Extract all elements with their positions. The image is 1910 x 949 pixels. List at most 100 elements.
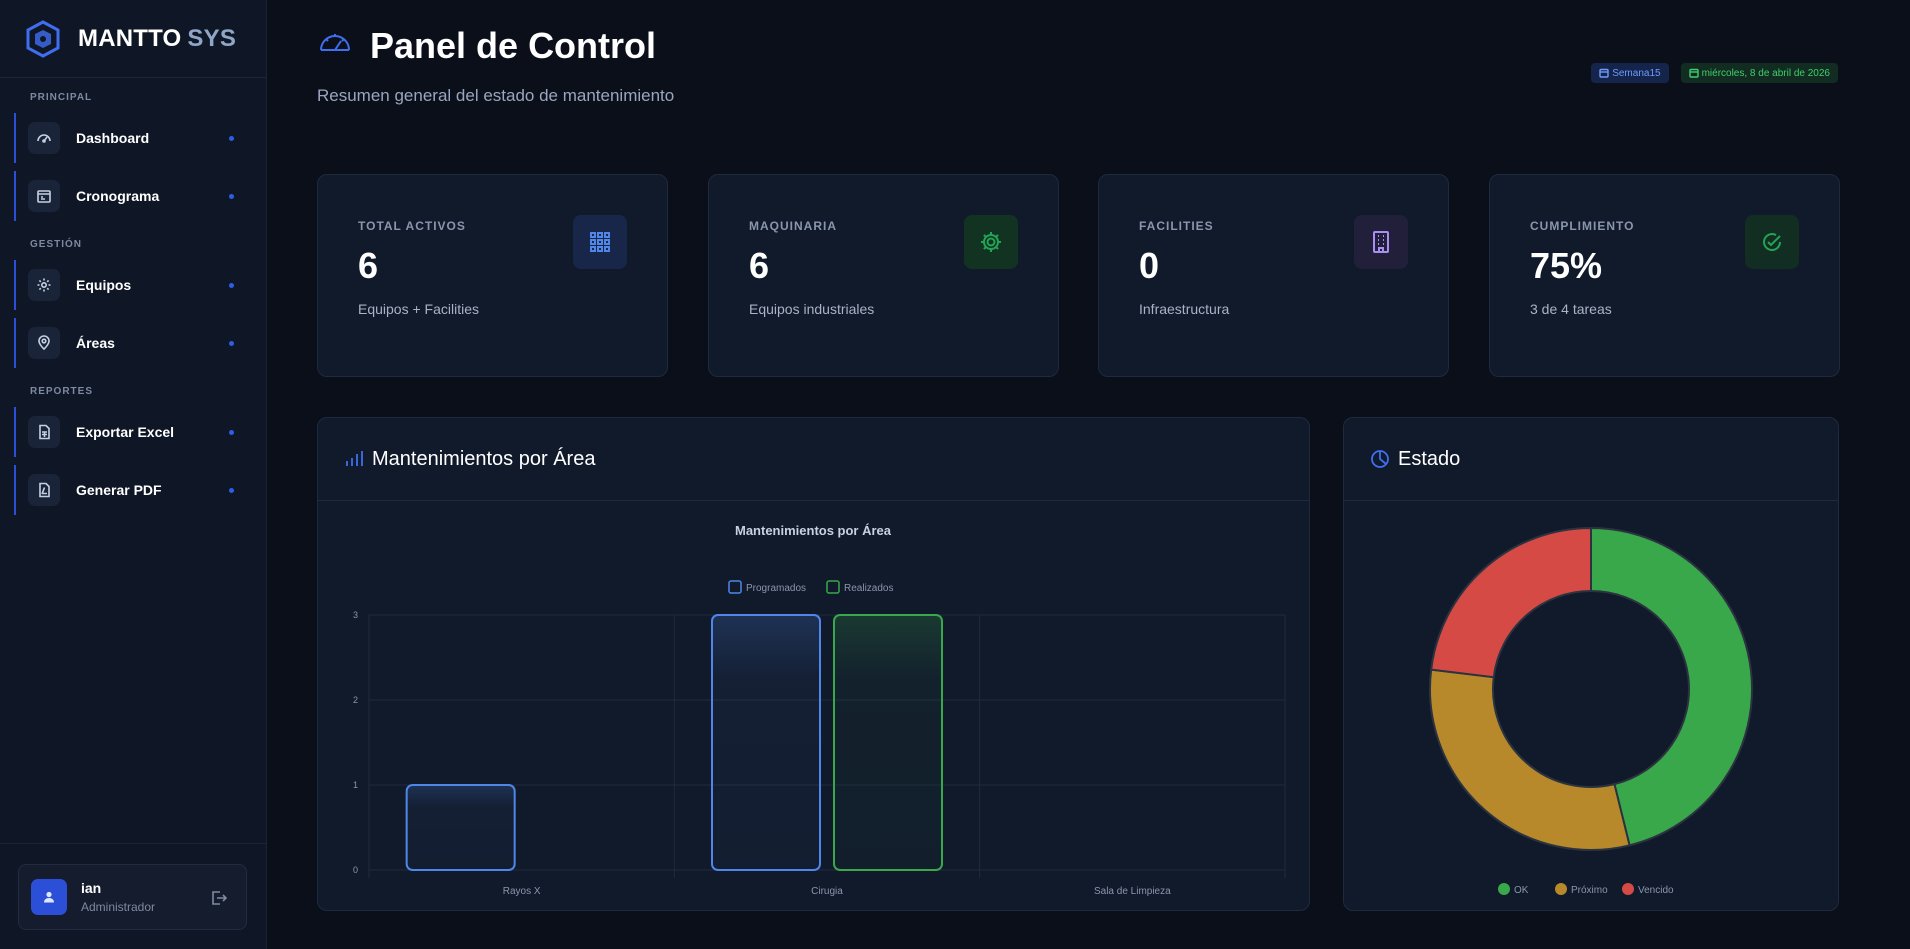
nav-section-gestion: GESTIÓN [30,239,83,250]
stat-description: 3 de 4 tareas [1530,301,1612,317]
user-area: ian Administrador [0,843,267,949]
stat-description: Infraestructura [1139,301,1230,317]
stat-label: CUMPLIMIENTO [1530,219,1635,233]
bar [711,614,821,871]
week-badge: Semana15 [1591,63,1669,83]
logo-icon [26,19,60,58]
sidebar-item-equipos[interactable]: Equipos [14,260,252,310]
brand-name: MANTTO SYS [78,24,237,52]
nav-section-principal: PRINCIPAL [30,92,93,103]
user-info: ian Administrador [81,880,155,914]
nav-indicator-dot [229,429,234,435]
stat-value: 6 [749,245,770,286]
sidebar-item-label: Dashboard [76,130,150,146]
legend-swatch [1498,883,1510,895]
sidebar-item-areas[interactable]: Áreas [14,318,252,368]
y-tick-label: 1 [353,780,358,790]
bar-chart-icon [346,451,363,466]
page-header: Panel de Control [316,24,656,67]
sidebar-item-label: Generar PDF [76,482,162,498]
stat-value: 0 [1139,245,1160,286]
sidebar-item-cronograma[interactable]: Cronograma [14,171,252,221]
sidebar-item-label: Áreas [76,335,115,351]
stat-description: Equipos + Facilities [358,301,480,317]
user-name: ian [81,880,102,896]
pie-slice [1429,668,1631,851]
sidebar-item-label: Cronograma [76,188,160,204]
panel-header: Estado [1344,418,1838,501]
sidebar-item-generar-pdf[interactable]: Generar PDF [14,465,252,515]
legend-label: Realizados [844,583,893,594]
nav-indicator-dot [229,487,234,493]
panel-header: Mantenimientos por Área [318,418,1309,501]
gauge-icon [28,122,60,154]
bar [405,784,516,871]
nav-indicator-dot [229,193,234,199]
logout-icon[interactable] [210,889,228,907]
main-content: Panel de Control Resumen general del est… [268,0,1910,949]
stat-card-total-activos: TOTAL ACTIVOS 6 Equipos + Facilities [317,174,668,377]
bar [833,614,943,871]
legend-swatch [728,580,742,594]
stat-description: Equipos industriales [749,301,875,317]
sidebar-item-label: Equipos [76,277,132,293]
status-chart-panel: Estado OK Próximo Vencido [1343,417,1839,911]
stat-label: TOTAL ACTIVOS [358,219,466,233]
map-pin-icon [28,327,60,359]
nav-indicator-dot [229,135,234,141]
avatar [31,879,67,915]
y-tick-label: 2 [353,695,358,705]
bar-chart: Mantenimientos por Área Programados Realiz… [353,523,1286,897]
pie-slice [1590,526,1753,847]
pie-slice [1430,526,1592,679]
user-role: Administrador [81,900,156,914]
x-tick-label: Sala de Limpieza [1094,886,1171,897]
legend-swatch [826,580,840,594]
panel-title: Mantenimientos por Área [372,447,596,470]
sidebar-item-dashboard[interactable]: Dashboard [14,113,252,163]
legend-swatch [1622,883,1634,895]
speedometer-icon [316,24,354,67]
pie-chart-icon [1371,450,1389,468]
week-label: Semana15 [1612,67,1661,79]
stat-card-cumplimiento: CUMPLIMIENTO 75% 3 de 4 tareas [1489,174,1840,377]
y-tick-label: 0 [353,865,358,875]
panel-title: Estado [1398,447,1461,470]
stat-value: 75% [1530,245,1603,286]
date-badge: miércoles, 8 de abril de 2026 [1680,63,1838,83]
sidebar: MANTTO SYS PRINCIPAL Dashboard Cronograma… [0,0,267,949]
sidebar-item-exportar-excel[interactable]: Exportar Excel [14,407,252,457]
stat-label: MAQUINARIA [749,219,837,233]
stat-label: FACILITIES [1139,219,1214,233]
nav-indicator-dot [229,340,234,346]
chart-title: Mantenimientos por Área [735,523,892,538]
bar-chart-panel: Mantenimientos por Área Mantenimientos p… [317,417,1310,911]
y-tick-label: 3 [353,610,358,620]
check-circle-icon [1745,215,1799,269]
spreadsheet-icon [28,416,60,448]
user-icon [44,891,54,903]
nav-indicator-dot [229,282,234,288]
calendar-icon [1599,68,1609,78]
donut-chart: OK Próximo Vencido [1429,526,1753,896]
pdf-icon [28,474,60,506]
page-subtitle: Resumen general del estado de mantenimie… [317,86,675,105]
brand[interactable]: MANTTO SYS [0,0,266,78]
calendar-icon [1688,68,1699,78]
x-tick-label: Rayos X [503,886,541,897]
stat-value: 6 [358,245,379,286]
x-tick-label: Cirugia [811,886,843,897]
legend-label: Vencido [1638,885,1674,896]
user-card[interactable]: ian Administrador [18,864,247,930]
legend-label: OK [1514,885,1529,896]
gear-icon [28,269,60,301]
building-icon [1354,215,1408,269]
stat-card-facilities: FACILITIES 0 Infraestructura [1098,174,1449,377]
header-badges: Semana15 miércoles, 8 de abril de 2026 [1591,63,1838,83]
cog-icon [964,215,1018,269]
sidebar-item-label: Exportar Excel [76,424,175,440]
legend-label: Programados [746,583,806,594]
grid-icon [573,215,627,269]
calendar-icon [28,180,60,212]
legend-label: Próximo [1571,885,1608,896]
